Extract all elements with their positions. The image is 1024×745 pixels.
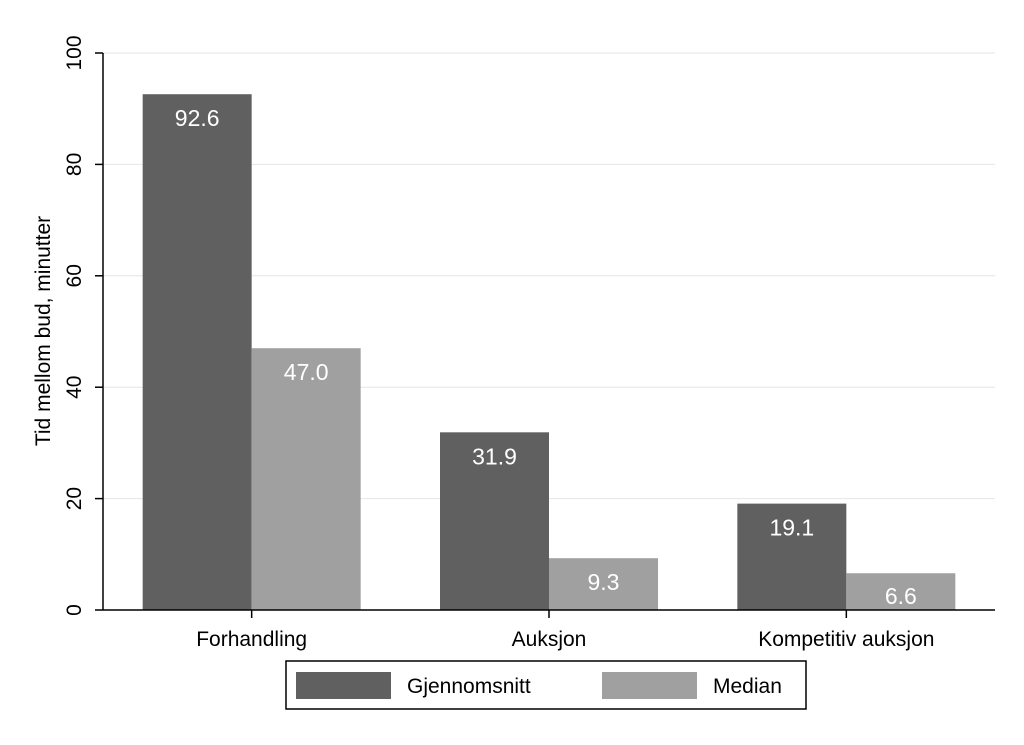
y-tick-label-80: 80	[63, 153, 86, 176]
data-label-gjennomsnitt-auksjon: 31.9	[472, 443, 517, 469]
x-category-label-forhandling: Forhandling	[196, 628, 307, 651]
legend: Gjennomsnitt Median	[285, 660, 807, 710]
data-label-median-kompetitiv-auksjon: 6.6	[885, 583, 917, 609]
bar-gjennomsnitt-kompetitiv-auksjon	[737, 503, 847, 610]
bars: 92.6 47.0 31.9 9.3 19.1 6.6	[142, 94, 956, 610]
data-label-median-auksjon: 9.3	[588, 569, 620, 595]
y-axis-title: Tid mellom bud, minutter	[32, 216, 55, 446]
bar-median-auksjon	[549, 558, 658, 610]
y-tick-label-20: 20	[63, 487, 86, 510]
y-tick-label-60: 60	[63, 264, 86, 287]
x-category-label-auksjon: Auksjon	[512, 628, 587, 651]
data-label-median-forhandling: 47.0	[284, 359, 329, 385]
bar-median-kompetitiv-auksjon	[846, 573, 956, 610]
legend-swatch-gjennomsnitt	[296, 672, 391, 699]
legend-label-gjennomsnitt: Gjennomsnitt	[407, 675, 531, 698]
data-label-gjennomsnitt-forhandling: 92.6	[175, 105, 220, 131]
data-label-gjennomsnitt-kompetitiv-auksjon: 19.1	[769, 515, 814, 541]
y-tick-label-100: 100	[63, 35, 86, 70]
bar-gjennomsnitt-forhandling	[142, 94, 252, 610]
y-tick-label-40: 40	[63, 376, 86, 399]
legend-swatch-median	[602, 672, 697, 699]
bar-gjennomsnitt-auksjon	[440, 432, 549, 610]
x-category-label-kompetitiv-auksjon: Kompetitiv auksjon	[758, 628, 934, 651]
y-ticks: 0 20 40 60 80 100	[63, 35, 103, 616]
legend-label-median: Median	[713, 675, 782, 698]
y-tick-label-0: 0	[63, 604, 86, 616]
bar-median-forhandling	[251, 348, 361, 610]
x-category-labels: Forhandling Auksjon Kompetitiv auksjon	[196, 610, 934, 651]
